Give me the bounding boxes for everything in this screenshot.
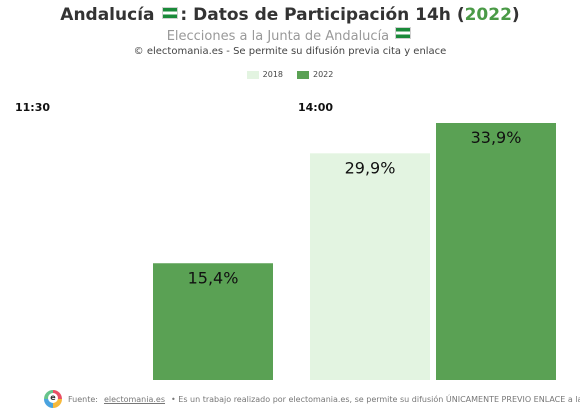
bar-value-label: 29,9% [345, 158, 396, 177]
andalucia-flag-icon [162, 7, 179, 19]
footer-text: • Es un trabajo realizado por electomani… [171, 394, 580, 404]
legend-swatch-2022 [297, 70, 309, 79]
footer: Fuente: electomania.es • Es un trabajo r… [44, 389, 580, 409]
title-region: Andalucía [60, 5, 155, 25]
bar-value-label: 15,4% [188, 268, 239, 287]
group-label: 14:00 [298, 101, 333, 114]
electomania-logo-icon [44, 390, 62, 408]
title-year: 2022 [464, 5, 512, 25]
andalucia-flag-icon [395, 27, 412, 39]
credit-line: © electomania.es - Se permite su difusió… [133, 46, 447, 57]
legend-label-2022: 2022 [313, 70, 334, 79]
bar-value-label: 33,9% [471, 128, 522, 147]
subtitle-text: Elecciones a la Junta de Andalucía [166, 29, 390, 44]
legend-label-2018: 2018 [262, 70, 283, 79]
legend: 2018 2022 [0, 70, 580, 79]
group-label: 11:30 [15, 101, 50, 114]
bar-2022 [436, 123, 556, 380]
footer-link[interactable]: electomania.es [103, 394, 166, 404]
legend-item-2022: 2022 [297, 70, 333, 79]
title-text: : Datos de Participación 14h ( [180, 5, 465, 25]
legend-swatch-2018 [246, 70, 259, 79]
title-close: ) [511, 5, 520, 25]
bar-2018 [310, 153, 430, 380]
footer-prefix: Fuente: [68, 394, 98, 404]
legend-item-2018: 2018 [246, 70, 283, 79]
bar-2022 [153, 263, 273, 380]
chart-subtitle: Elecciones a la Junta de Andalucía [0, 27, 580, 44]
chart-title: Andalucía : Datos de Participación 14h (… [0, 5, 580, 25]
